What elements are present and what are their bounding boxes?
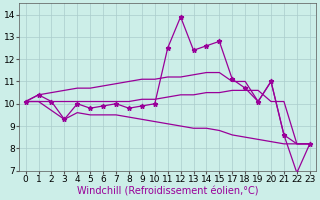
X-axis label: Windchill (Refroidissement éolien,°C): Windchill (Refroidissement éolien,°C) <box>77 187 259 197</box>
